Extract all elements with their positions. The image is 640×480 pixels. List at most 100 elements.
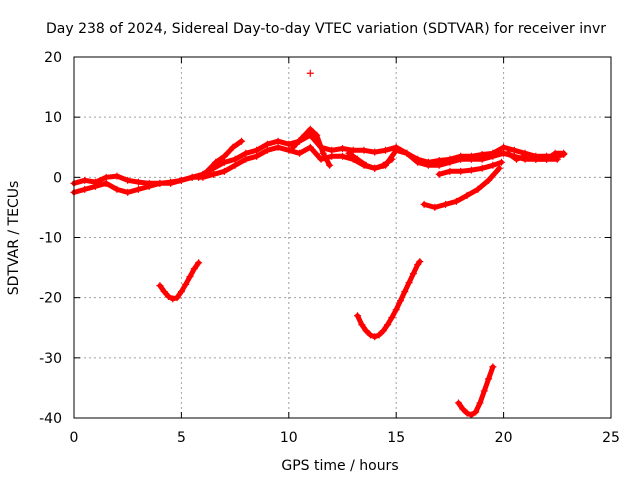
data-point — [289, 143, 297, 151]
data-point — [489, 161, 497, 169]
data-point — [145, 182, 153, 190]
data-point — [478, 164, 486, 172]
data-point — [463, 409, 471, 417]
data-point — [124, 176, 132, 184]
data-point — [167, 179, 175, 187]
data-point — [274, 137, 282, 145]
series-late-cluster — [504, 149, 568, 163]
data-point — [354, 155, 362, 163]
y-tick-label: -30 — [39, 351, 62, 367]
data-point — [521, 152, 529, 160]
data-point — [231, 161, 239, 169]
y-tick-label: -10 — [39, 231, 62, 247]
series-drop-16-19 — [420, 164, 503, 211]
data-point — [476, 399, 484, 407]
data-point — [328, 152, 336, 160]
data-point — [298, 134, 306, 142]
data-point — [543, 155, 551, 163]
y-tick-label: 20 — [44, 50, 62, 66]
series-dip-4-6 — [156, 259, 203, 303]
x-tick-label: 0 — [70, 430, 79, 446]
y-tick-label: 10 — [44, 110, 62, 126]
data-point — [454, 399, 462, 407]
data-point — [165, 292, 173, 300]
data-point — [446, 158, 454, 166]
data-point — [497, 158, 505, 166]
data-point — [345, 149, 353, 157]
data-point — [396, 297, 404, 305]
data-point — [489, 363, 497, 371]
data-point — [452, 197, 460, 205]
data-point — [371, 333, 379, 341]
data-point — [362, 161, 370, 169]
data-point — [317, 155, 325, 163]
data-point — [263, 146, 271, 154]
y-tick-label: 0 — [53, 170, 62, 186]
data-point — [177, 176, 185, 184]
chart-title: Day 238 of 2024, Sidereal Day-to-day VTE… — [46, 21, 606, 37]
data-point — [274, 143, 282, 151]
data-point — [371, 164, 379, 172]
series-trace — [290, 126, 333, 168]
data-point — [485, 176, 493, 184]
data-point — [431, 203, 439, 211]
data-point — [459, 405, 467, 413]
x-tick-label: 5 — [177, 430, 186, 446]
y-tick-label: -40 — [39, 411, 62, 427]
data-point — [263, 140, 271, 148]
data-point — [173, 294, 181, 302]
data-point — [160, 288, 168, 296]
data-point — [195, 259, 203, 267]
series-steep-rise — [195, 137, 246, 181]
series-arc-13-15 — [345, 149, 396, 172]
x-axis-label: GPS time / hours — [281, 458, 398, 474]
data-point — [381, 146, 389, 154]
series-trace — [355, 259, 423, 340]
series-dip-18-20 — [454, 363, 497, 419]
data-point — [113, 172, 121, 180]
data-point — [169, 295, 177, 303]
data-point — [409, 270, 417, 278]
data-point — [134, 178, 142, 186]
data-point — [485, 375, 493, 383]
data-point — [253, 146, 261, 154]
data-point — [375, 331, 383, 339]
y-axis-label: SDTVAR / TECUs — [6, 181, 22, 296]
data-point — [253, 152, 261, 160]
series-trace — [346, 150, 395, 171]
data-point — [403, 149, 411, 157]
data-point — [478, 155, 486, 163]
data-point — [388, 155, 396, 163]
data-point — [457, 155, 465, 163]
data-point — [124, 188, 132, 196]
data-point — [379, 327, 387, 335]
x-tick-label: 15 — [387, 430, 405, 446]
data-point — [285, 146, 293, 154]
series-trace — [157, 260, 202, 302]
data-point — [326, 161, 334, 169]
series-main-band-lower — [70, 143, 561, 196]
data-point — [384, 321, 392, 329]
data-point — [457, 167, 465, 175]
data-point — [435, 170, 443, 178]
data-point — [81, 176, 89, 184]
data-point — [467, 166, 475, 174]
axis-ticks: 0 5 10 15 20 25 -40 -30 -20 -10 0 10 20 — [39, 50, 620, 446]
data-point — [424, 161, 432, 169]
data-point — [532, 155, 540, 163]
data-point — [442, 200, 450, 208]
series-trace — [71, 144, 560, 195]
data-point — [446, 167, 454, 175]
data-point — [306, 125, 314, 133]
data-point — [362, 327, 370, 335]
data-point — [366, 331, 374, 339]
data-point — [242, 155, 250, 163]
data-point — [220, 152, 228, 160]
data-point — [553, 155, 561, 163]
data-point — [313, 131, 321, 139]
data-point — [551, 149, 559, 157]
data-point — [474, 185, 482, 193]
data-point — [306, 69, 314, 77]
data-point — [186, 273, 194, 281]
